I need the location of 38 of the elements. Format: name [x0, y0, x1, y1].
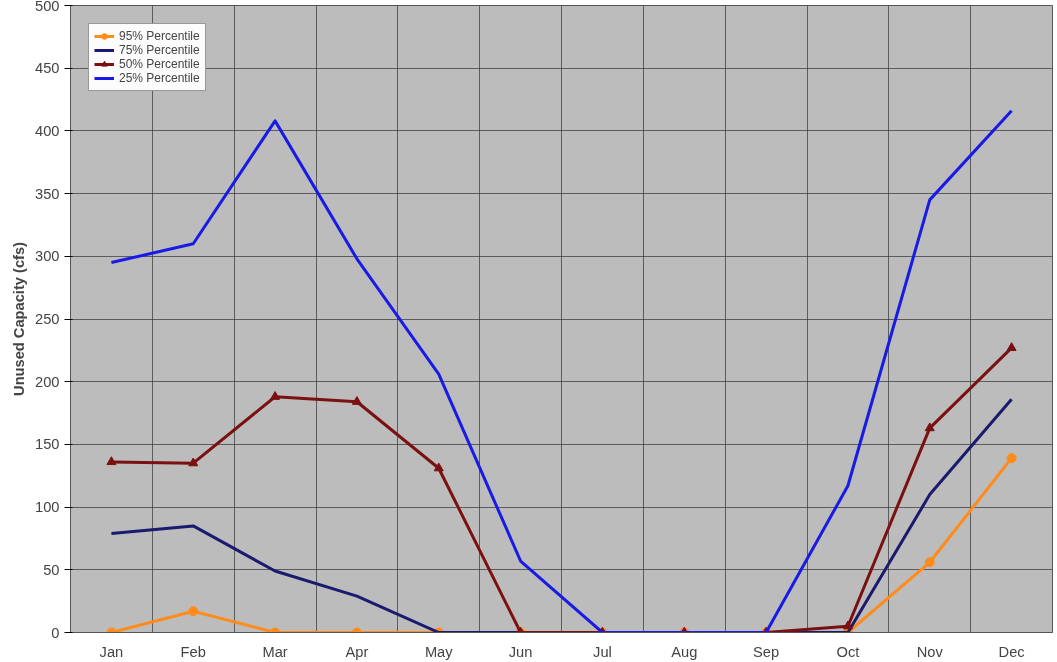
point — [924, 422, 935, 432]
point — [433, 462, 444, 472]
y-tick-label: 450 — [35, 60, 60, 77]
point — [1006, 453, 1017, 464]
y-tick-label: 100 — [35, 499, 60, 516]
point — [188, 457, 199, 467]
x-tick-label: Sep — [753, 643, 780, 660]
y-axis-title: Unused Capacity (cfs) — [11, 241, 28, 396]
y-tick-label: 150 — [35, 436, 60, 453]
legend-label: 95% Percentile — [119, 29, 200, 43]
y-tick-label: 300 — [35, 248, 60, 265]
point — [270, 391, 281, 400]
y-tick-label: 0 — [51, 624, 60, 641]
x-tick-label: Nov — [916, 643, 944, 660]
y-tick-label: 200 — [35, 373, 60, 390]
legend-label: 25% Percentile — [119, 71, 200, 85]
point — [351, 396, 362, 405]
x-tick-label: Jul — [593, 643, 612, 660]
y-tick-label: 350 — [35, 185, 60, 202]
legend-label: 50% Percentile — [119, 57, 200, 71]
x-tick-label: Aug — [671, 643, 698, 660]
point — [842, 620, 853, 630]
x-tick-label: Jan — [99, 643, 124, 660]
point — [1006, 342, 1017, 351]
y-tick-label: 500 — [35, 0, 60, 14]
x-tick-label: Mar — [262, 643, 288, 660]
x-tick-label: Feb — [180, 643, 206, 660]
y-tick-label: 400 — [35, 122, 60, 139]
x-tick-label: Apr — [345, 643, 369, 660]
line-series — [109, 109, 1014, 633]
x-tick-label: Jun — [508, 643, 533, 660]
x-tick-label: May — [424, 643, 454, 660]
legend-label: 75% Percentile — [119, 43, 200, 57]
y-tick-label: 50 — [43, 561, 60, 578]
x-tick-label: Oct — [836, 643, 860, 660]
point — [106, 456, 117, 466]
x-tick-label: Dec — [998, 643, 1025, 660]
y-tick-label: 250 — [35, 311, 60, 327]
